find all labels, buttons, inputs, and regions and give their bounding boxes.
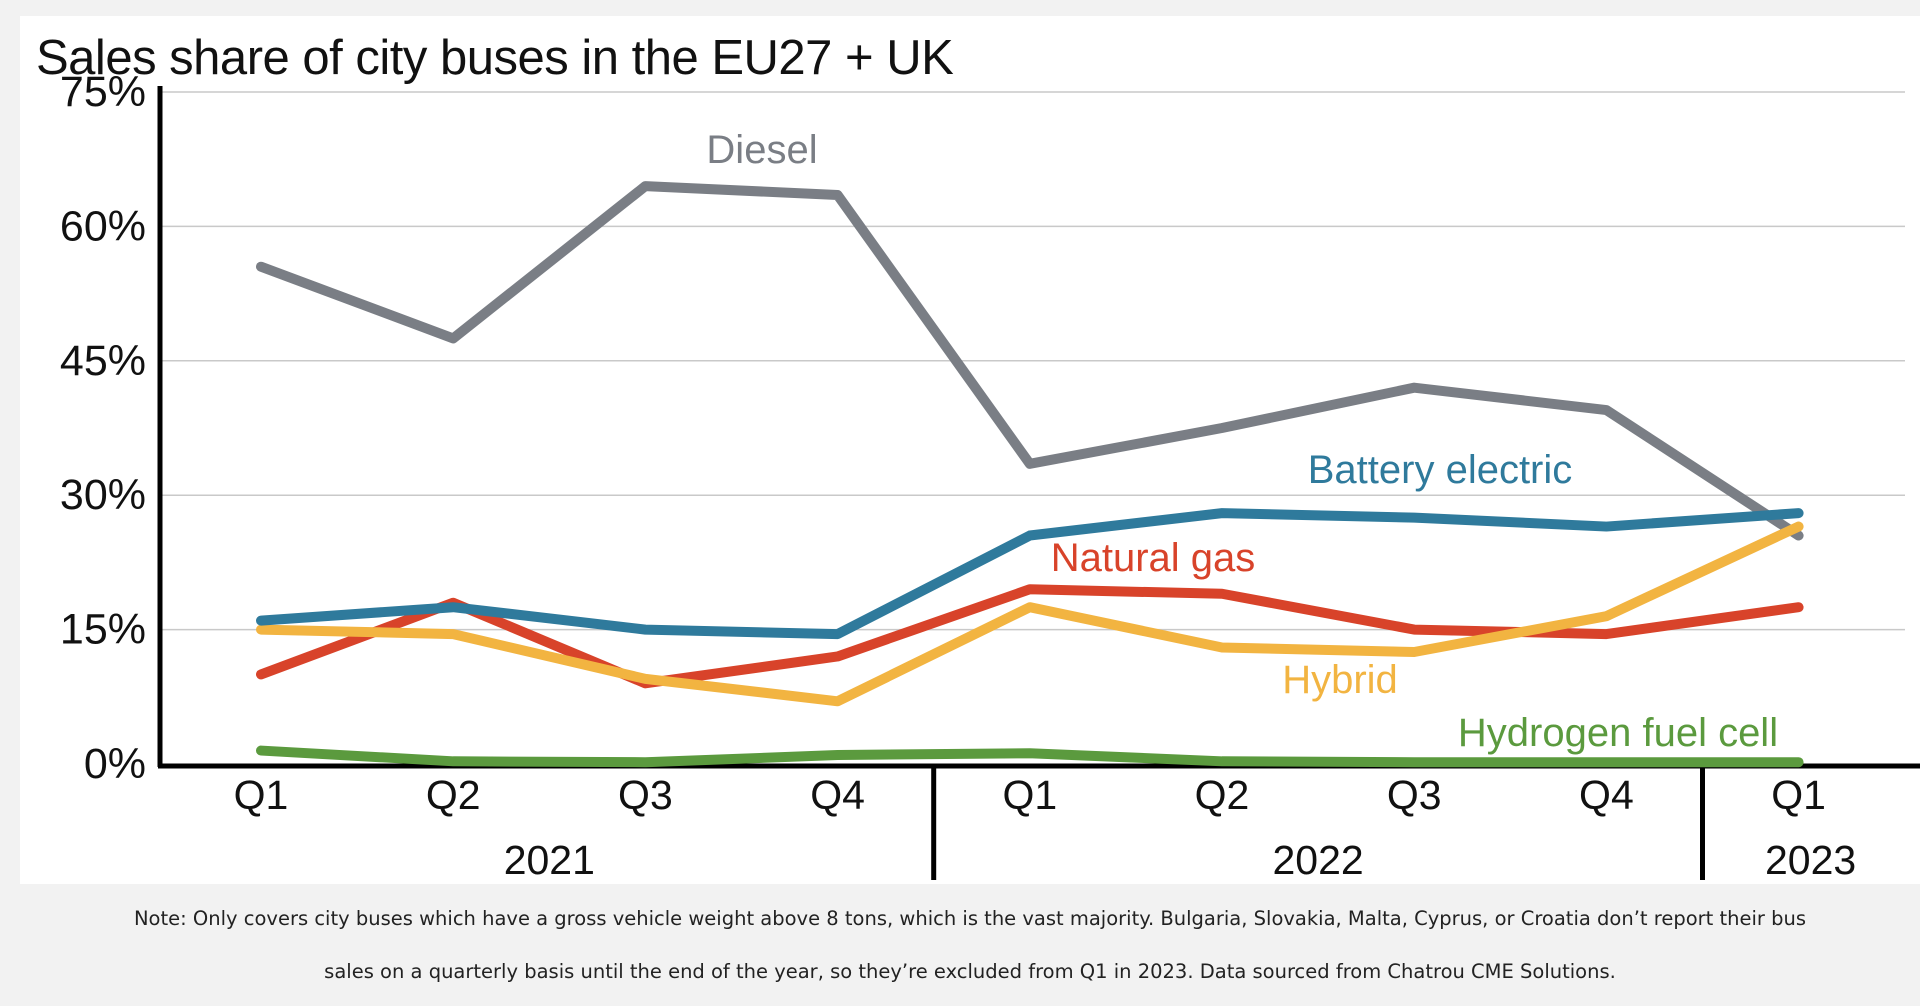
chart-frame: Sales share of city buses in the EU27 + … xyxy=(20,16,1920,884)
battery-electric-label: Battery electric xyxy=(1308,448,1573,492)
year-label-2022: 2022 xyxy=(1272,837,1363,883)
y-tick-label: 75% xyxy=(60,68,146,116)
battery-electric-line xyxy=(256,508,1804,640)
year-label-2021: 2021 xyxy=(504,837,595,883)
chart-title: Sales share of city buses in the EU27 + … xyxy=(36,31,954,85)
x-tick-label: Q4 xyxy=(810,772,865,818)
line-chart: 0% 15% 30% 45% 60% 75% 2021 2022 2023 Q1 Q2 Q3 Q4 Q1 Q… xyxy=(60,68,1920,883)
diesel-label: Diesel xyxy=(706,128,817,172)
x-tick-label: Q1 xyxy=(234,772,289,818)
hybrid-label: Hybrid xyxy=(1282,658,1398,702)
x-tick-label: Q1 xyxy=(1002,772,1057,818)
hydrogen-fuel-cell-label: Hydrogen fuel cell xyxy=(1458,711,1778,755)
y-tick-label: 30% xyxy=(60,471,146,519)
hydrogen-fuel-cell-line xyxy=(256,745,1804,768)
y-tick-label: 60% xyxy=(60,202,146,250)
x-tick-label: Q3 xyxy=(618,772,673,818)
x-tick-label: Q2 xyxy=(426,772,481,818)
y-tick-label: 45% xyxy=(60,337,146,385)
x-tick-label: Q1 xyxy=(1771,772,1826,818)
natural-gas-label: Natural gas xyxy=(1051,536,1256,580)
note-line-2: sales on a quarterly basis until the end… xyxy=(324,960,1616,983)
hybrid-line xyxy=(256,521,1804,707)
x-tick-label: Q4 xyxy=(1579,772,1634,818)
diesel-line xyxy=(256,181,1804,541)
chart-note: Note: Only covers city buses which have … xyxy=(20,884,1920,1006)
y-tick-label: 15% xyxy=(60,606,146,654)
y-tick-label: 0% xyxy=(84,740,146,788)
note-line-1: Note: Only covers city buses which have … xyxy=(133,907,1807,930)
x-tick-label: Q3 xyxy=(1387,772,1442,818)
year-label-2023: 2023 xyxy=(1765,837,1856,883)
x-tick-label: Q2 xyxy=(1195,772,1250,818)
